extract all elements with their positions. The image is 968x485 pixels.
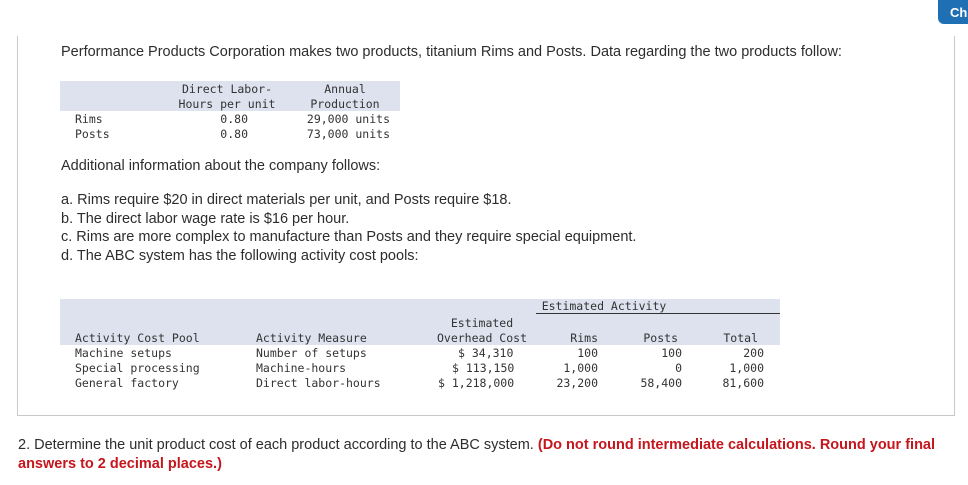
chapter-tab[interactable]: Ch xyxy=(938,0,968,24)
group-header: Estimated Activity xyxy=(541,299,667,313)
posts-cell: 100 xyxy=(661,346,682,360)
pool-cell: Special processing xyxy=(75,361,200,375)
rims-cell: 100 xyxy=(577,346,598,360)
total-header: Total xyxy=(723,331,758,345)
posts-cell: 58,400 xyxy=(640,376,682,390)
measure-header: Activity Measure xyxy=(256,331,367,345)
product-table-header-bg xyxy=(60,81,400,111)
ap-header-line2: Production xyxy=(310,97,380,111)
pool-cell: Machine setups xyxy=(75,346,172,360)
group-header-rule xyxy=(536,313,780,314)
info-list: a. Rims require $20 in direct materials … xyxy=(61,191,636,265)
posts-header: Posts xyxy=(643,331,678,345)
cost-cell: $ 34,310 xyxy=(458,346,514,360)
list-item: b. The direct labor wage rate is $16 per… xyxy=(61,210,350,227)
total-cell: 1,000 xyxy=(729,361,764,375)
ap-header-line1: Annual xyxy=(324,82,366,96)
question-text: 2. Determine the unit product cost of ea… xyxy=(18,436,948,474)
row-hours: 0.80 xyxy=(220,112,248,126)
dl-header-line2: Hours per unit xyxy=(178,97,276,111)
list-item: c. Rims are more complex to manufacture … xyxy=(61,229,637,245)
rims-cell: 23,200 xyxy=(556,376,598,390)
row-hours: 0.80 xyxy=(220,127,248,141)
question-instructions: (Do not round intermediate calculations.… xyxy=(18,437,936,472)
cost-cell: $ 1,218,000 xyxy=(438,376,515,390)
row-production: 73,000 units xyxy=(306,127,390,141)
pool-cell: General factory xyxy=(75,376,179,390)
measure-cell: Direct labor-hours xyxy=(256,376,381,390)
posts-cell: 0 xyxy=(675,361,682,375)
intro-text: Performance Products Corporation makes t… xyxy=(61,44,842,60)
list-item: a. Rims require $20 in direct materials … xyxy=(61,192,512,208)
activity-table-header-bg xyxy=(60,299,780,345)
row-name: Posts xyxy=(75,127,110,141)
measure-cell: Number of setups xyxy=(256,346,367,360)
cost-cell: $ 113,150 xyxy=(452,361,515,375)
question-body: 2. Determine the unit product cost of ea… xyxy=(18,437,538,453)
row-production: 29,000 units xyxy=(306,112,390,126)
total-cell: 200 xyxy=(743,346,764,360)
overhead-header-line2: Overhead Cost xyxy=(436,331,527,345)
rims-cell: 1,000 xyxy=(563,361,598,375)
problem-card xyxy=(17,36,955,416)
measure-cell: Machine-hours xyxy=(256,361,347,375)
total-cell: 81,600 xyxy=(722,376,764,390)
overhead-header-line1: Estimated xyxy=(450,316,514,330)
dl-header-line1: Direct Labor- xyxy=(181,82,272,96)
pool-header: Activity Cost Pool xyxy=(75,331,200,345)
additional-info-heading: Additional information about the company… xyxy=(61,158,381,174)
rims-header: Rims xyxy=(570,331,598,345)
row-name: Rims xyxy=(75,112,103,126)
list-item: d. The ABC system has the following acti… xyxy=(61,247,419,264)
